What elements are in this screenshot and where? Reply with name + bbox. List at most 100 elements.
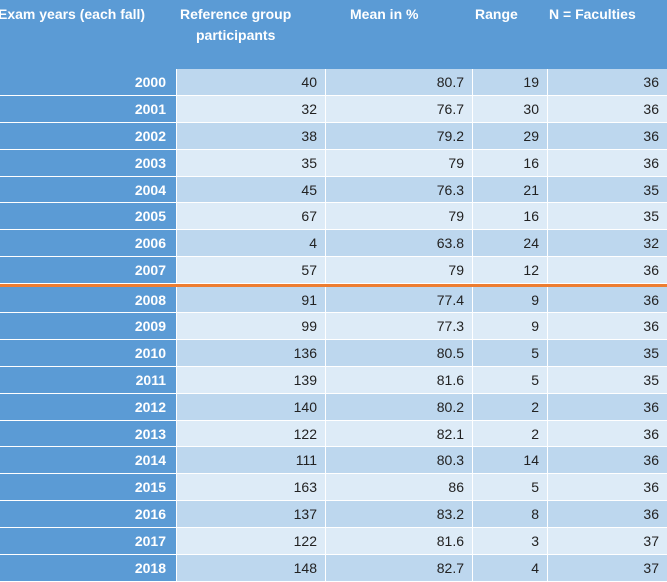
header-range: Range xyxy=(475,6,518,22)
cell-year: 2007 xyxy=(0,257,176,284)
table-row: 2004 45 76.3 21 35 xyxy=(0,176,667,204)
cell-mean: 63.8 xyxy=(325,230,472,257)
cell-range: 29 xyxy=(472,122,547,149)
cell-range: 5 xyxy=(472,339,547,366)
cell-year: 2016 xyxy=(0,501,176,528)
cell-year: 2012 xyxy=(0,393,176,420)
cell-mean: 80.2 xyxy=(325,393,472,420)
table-row: 2007 57 79 12 36 xyxy=(0,257,667,285)
cell-year: 2004 xyxy=(0,176,176,203)
cell-mean: 77.3 xyxy=(325,313,472,339)
table-row: 2016 137 83.2 8 36 xyxy=(0,501,667,529)
cell-mean: 79.2 xyxy=(325,122,472,149)
cell-participants: 163 xyxy=(176,474,325,501)
cell-range: 5 xyxy=(472,366,547,393)
cell-faculties: 32 xyxy=(547,230,667,257)
cell-year: 2017 xyxy=(0,528,176,555)
cell-mean: 81.6 xyxy=(325,528,472,555)
cell-year: 2015 xyxy=(0,474,176,501)
header-participants-line2: participants xyxy=(196,27,276,43)
cell-participants: 139 xyxy=(176,366,325,393)
table-row: 2000 40 80.7 19 36 xyxy=(0,69,667,96)
cell-faculties: 37 xyxy=(547,528,667,555)
table-row: 2008 91 77.4 9 36 xyxy=(0,284,667,314)
cell-participants: 57 xyxy=(176,257,325,284)
cell-year: 2000 xyxy=(0,69,176,95)
cell-participants: 137 xyxy=(176,501,325,528)
cell-faculties: 36 xyxy=(547,393,667,420)
cell-year: 2003 xyxy=(0,149,176,176)
cell-mean: 81.6 xyxy=(325,366,472,393)
cell-faculties: 36 xyxy=(547,257,667,284)
cell-year: 2001 xyxy=(0,95,176,122)
cell-year: 2018 xyxy=(0,555,176,581)
table-body: 2000 40 80.7 19 36 2001 32 76.7 30 36 2002 38 79.2 29… xyxy=(0,69,667,582)
cell-participants: 38 xyxy=(176,122,325,149)
table-row: 2005 67 79 16 35 xyxy=(0,203,667,231)
table-row: 2010 136 80.5 5 35 xyxy=(0,339,667,367)
cell-participants: 45 xyxy=(176,176,325,203)
cell-participants: 99 xyxy=(176,313,325,339)
cell-mean: 79 xyxy=(325,149,472,176)
cell-participants: 67 xyxy=(176,203,325,230)
table-row: 2014 111 80.3 14 36 xyxy=(0,447,667,475)
cell-year: 2011 xyxy=(0,366,176,393)
table-row: 2018 148 82.7 4 37 xyxy=(0,555,667,582)
header-mean: Mean in % xyxy=(350,6,419,22)
table-row: 2011 139 81.6 5 35 xyxy=(0,366,667,394)
cell-faculties: 36 xyxy=(547,69,667,95)
cell-year: 2013 xyxy=(0,420,176,447)
cell-participants: 35 xyxy=(176,149,325,176)
cell-range: 16 xyxy=(472,203,547,230)
cell-faculties: 36 xyxy=(547,149,667,176)
cell-range: 19 xyxy=(472,69,547,95)
cell-faculties: 36 xyxy=(547,420,667,447)
cell-mean: 86 xyxy=(325,474,472,501)
cell-range: 16 xyxy=(472,149,547,176)
cell-mean: 79 xyxy=(325,257,472,284)
cell-mean: 76.3 xyxy=(325,176,472,203)
cell-mean: 80.7 xyxy=(325,69,472,95)
cell-faculties: 36 xyxy=(547,95,667,122)
cell-faculties: 37 xyxy=(547,555,667,581)
table-row: 2015 163 86 5 36 xyxy=(0,474,667,502)
cell-participants: 136 xyxy=(176,339,325,366)
table-row: 2012 140 80.2 2 36 xyxy=(0,393,667,421)
cell-range: 24 xyxy=(472,230,547,257)
cell-range: 9 xyxy=(472,287,547,313)
table-header: Exam years (each fall) Reference group p… xyxy=(0,0,667,69)
table-row: 2017 122 81.6 3 37 xyxy=(0,528,667,556)
cell-mean: 80.5 xyxy=(325,339,472,366)
cell-participants: 40 xyxy=(176,69,325,95)
header-participants-line1: Reference group xyxy=(180,6,292,22)
table-row: 2006 4 63.8 24 32 xyxy=(0,230,667,258)
table-row: 2002 38 79.2 29 36 xyxy=(0,122,667,150)
cell-mean: 79 xyxy=(325,203,472,230)
cell-range: 5 xyxy=(472,474,547,501)
cell-year: 2014 xyxy=(0,447,176,474)
cell-range: 30 xyxy=(472,95,547,122)
cell-faculties: 35 xyxy=(547,176,667,203)
cell-range: 4 xyxy=(472,555,547,581)
cell-year: 2005 xyxy=(0,203,176,230)
cell-faculties: 36 xyxy=(547,122,667,149)
cell-participants: 91 xyxy=(176,287,325,313)
cell-faculties: 36 xyxy=(547,501,667,528)
cell-participants: 111 xyxy=(176,447,325,474)
cell-faculties: 36 xyxy=(547,313,667,339)
cell-participants: 122 xyxy=(176,420,325,447)
cell-faculties: 36 xyxy=(547,474,667,501)
cell-range: 14 xyxy=(472,447,547,474)
cell-year: 2009 xyxy=(0,313,176,339)
cell-mean: 77.4 xyxy=(325,287,472,313)
cell-range: 2 xyxy=(472,393,547,420)
cell-participants: 148 xyxy=(176,555,325,581)
cell-participants: 140 xyxy=(176,393,325,420)
cell-faculties: 36 xyxy=(547,447,667,474)
table-row: 2001 32 76.7 30 36 xyxy=(0,95,667,123)
cell-range: 21 xyxy=(472,176,547,203)
table-row: 2013 122 82.1 2 36 xyxy=(0,420,667,448)
cell-mean: 76.7 xyxy=(325,95,472,122)
cell-faculties: 35 xyxy=(547,203,667,230)
cell-faculties: 35 xyxy=(547,339,667,366)
